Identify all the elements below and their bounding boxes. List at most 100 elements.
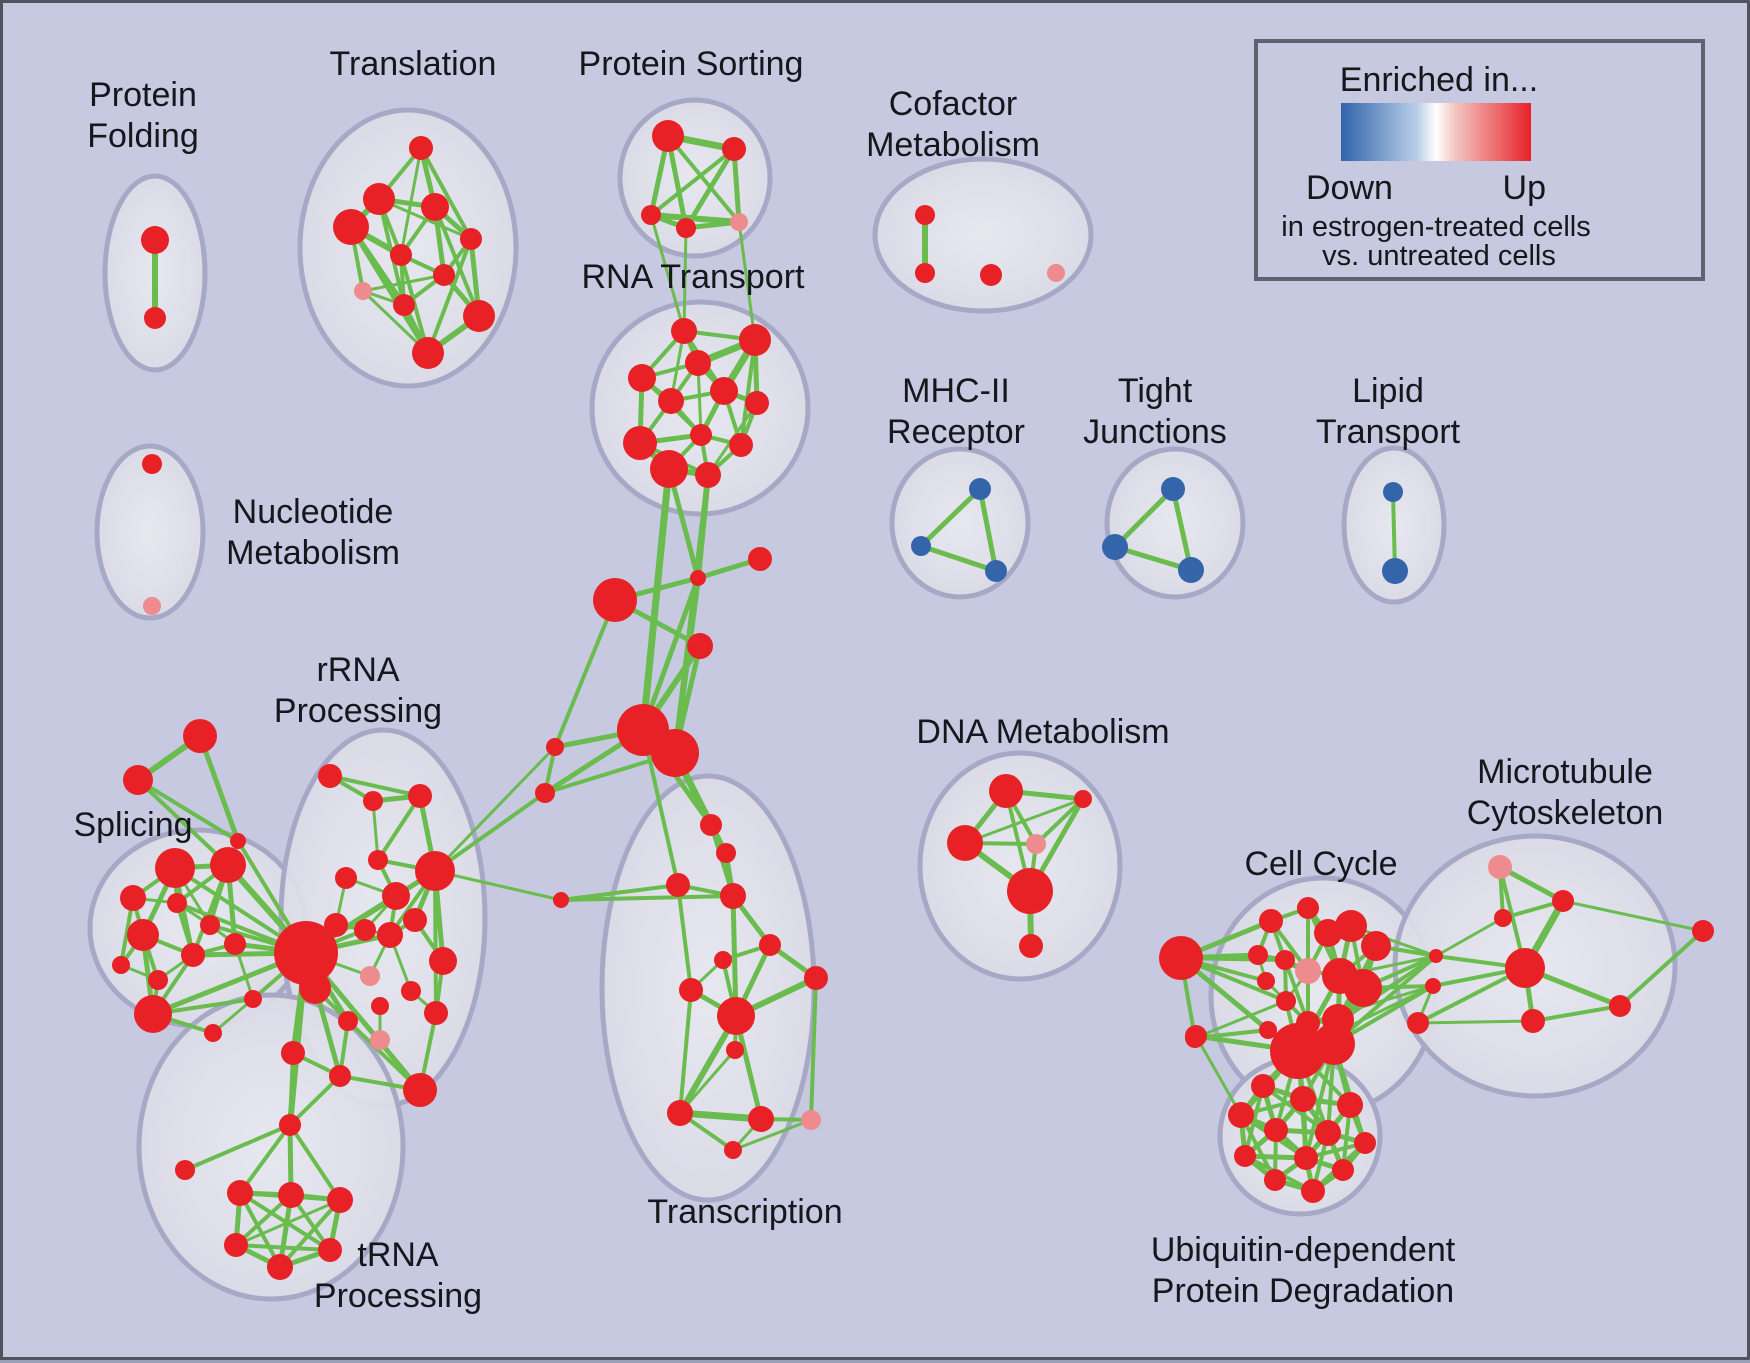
network-node [409,136,433,160]
network-edge [553,599,617,748]
network-edge [288,1052,295,1126]
network-node [690,424,712,446]
network-node [393,294,415,316]
network-node [1609,995,1631,1017]
network-node [720,883,746,909]
network-edge [329,774,421,798]
network-node [127,919,159,951]
network-edge [639,468,673,731]
network-node [989,774,1023,808]
network-node [433,264,455,286]
network-edge [964,797,1084,845]
network-node [363,791,383,811]
network-edge [1113,487,1175,549]
cluster-label-dna-metabolism: DNA Metabolism [916,713,1169,751]
legend-title: Enriched in... [1340,61,1538,99]
cluster-ellipse-mhc-ii-receptor [889,446,1031,600]
cluster-label-nucleotide-metabolism: Metabolism [226,534,400,572]
network-edge [676,884,693,991]
network-node [724,1141,742,1159]
network-node [408,784,432,808]
network-node [363,183,395,215]
network-edge [288,1074,342,1127]
network-edge [1391,491,1397,572]
network-edge [288,1123,342,1202]
network-node [1337,1092,1363,1118]
network-node [329,1065,351,1087]
cluster-label-translation: Translation [330,45,497,83]
network-edge [1435,916,1504,958]
network-node [980,264,1002,286]
network-node [403,1073,437,1107]
cluster-label-splicing: Splicing [73,806,192,844]
network-edge [278,1198,342,1269]
network-node [700,814,722,836]
cluster-label-tight-junctions: Junctions [1083,413,1227,451]
network-node [1692,920,1714,942]
network-node [1425,978,1441,994]
network-edge [560,883,679,902]
network-node [142,454,162,474]
network-node [1407,1012,1429,1034]
network-node [685,350,711,376]
cluster-ellipse-nucleotide-metabolism [94,443,206,621]
network-node [267,1254,293,1280]
cluster-label-mhc-ii-receptor: MHC-II [902,372,1010,410]
network-node [1295,958,1321,984]
network-edge [977,488,999,572]
network-edge [184,1123,291,1172]
cluster-label-rrna-processing: rRNA [316,651,399,689]
network-edge [197,735,241,842]
network-node [1354,1132,1376,1154]
network-edge [433,791,547,873]
network-node [324,913,348,937]
legend: Enriched in... Down Up in estrogen-treat… [1254,39,1705,281]
network-node [804,966,828,990]
network-node [915,205,935,225]
network-node [623,426,657,460]
network-edge [737,221,757,341]
network-node [401,981,421,1001]
network-edge [399,147,423,256]
network-edge [434,869,562,902]
network-node [390,244,412,266]
network-edge [640,577,701,731]
network-node [120,885,146,911]
cluster-label-lipid-transport: Lipid [1352,372,1424,410]
network-edge [920,543,997,574]
network-node [1361,931,1391,961]
network-edge [1532,1004,1621,1023]
network-node [335,867,357,889]
network-node [415,851,455,891]
legend-up-label: Up [1503,169,1546,207]
network-node [710,377,738,405]
network-edge [560,894,734,902]
network-node [641,205,661,225]
network-node [224,933,246,955]
network-edge [1417,966,1526,1025]
network-node [947,825,983,861]
cluster-label-trna-processing: tRNA [357,1236,439,1274]
network-edge [136,778,240,843]
network-node [155,848,195,888]
network-edge [238,1192,282,1268]
network-node [667,1100,693,1126]
network-node [1159,936,1203,980]
network-edge [1417,1019,1534,1025]
cluster-ellipse-cofactor-metabolism [872,156,1094,314]
network-node [327,1187,353,1213]
network-edge [731,148,742,223]
network-node [535,783,555,803]
network-node [412,337,444,369]
network-node [1521,1009,1545,1033]
network-node [403,908,427,932]
network-edge [1618,929,1705,1008]
network-node [1264,1118,1288,1142]
network-node [748,1106,774,1132]
network-node [1161,477,1185,501]
network-edge [678,989,693,1114]
cluster-label-protein-sorting: Protein Sorting [579,45,804,83]
